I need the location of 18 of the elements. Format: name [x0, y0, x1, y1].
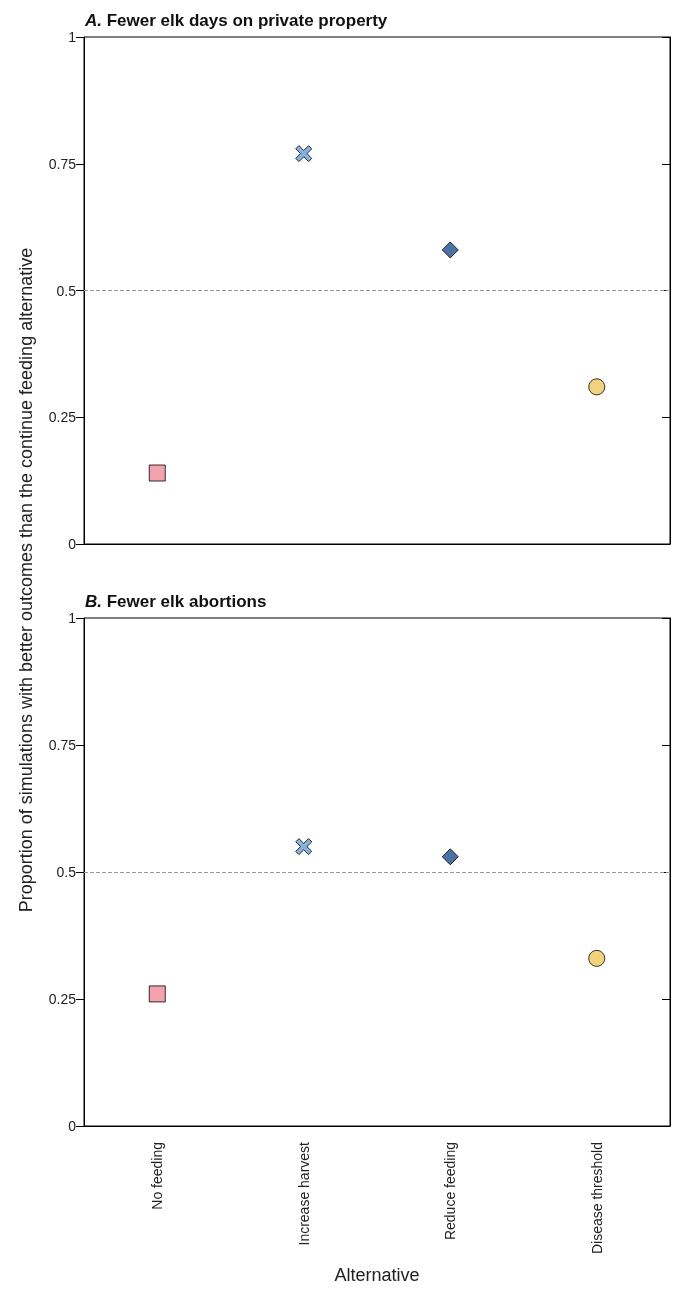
x-tick-label: No feeding	[149, 1142, 166, 1210]
x-tick-label: Increase harvest	[295, 1141, 312, 1246]
y-tick-label: 0	[68, 1118, 77, 1134]
y-tick-label: 0.5	[56, 282, 77, 299]
y-tick-label: 0.25	[48, 409, 77, 426]
x-axis-title: Alternative	[334, 1265, 420, 1285]
y-tick-label: 0	[68, 536, 77, 552]
chart-title: A. Fewer elk days on private property	[84, 11, 388, 30]
y-axis-title: Proportion of simulations with better outcomes than the continue feeding alternative	[15, 247, 37, 913]
y-tick-label: 1	[68, 610, 77, 626]
x-tick-label: Reduce feeding	[442, 1142, 459, 1241]
y-tick-label: 0.5	[56, 864, 77, 880]
y-tick-label: 0.25	[48, 991, 77, 1007]
y-tick-label: 0.75	[48, 737, 77, 753]
y-tick-label: 0.75	[48, 155, 77, 172]
chart-title: B. Fewer elk abortions	[85, 592, 267, 611]
y-tick-label: 1	[68, 29, 77, 45]
x-tick-label: Disease threshold	[588, 1142, 605, 1255]
